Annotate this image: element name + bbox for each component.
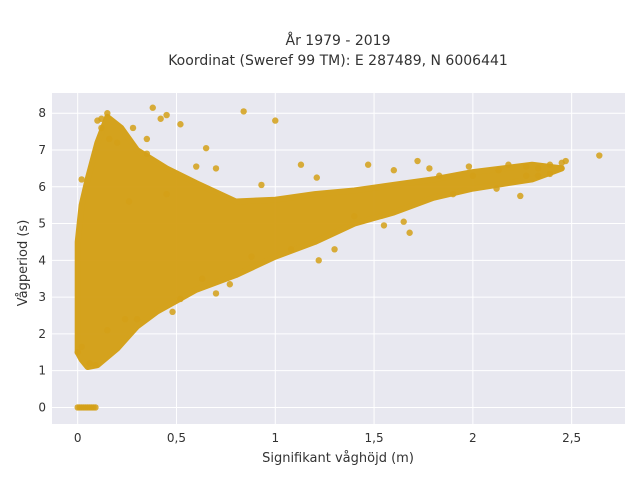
data-point [177,121,184,128]
data-point [104,110,111,117]
data-point [297,161,305,168]
data-point [121,315,129,323]
data-point [517,192,524,200]
data-point [436,172,443,179]
data-point [449,190,457,198]
y-tick-label: 0 [38,400,46,414]
data-point [133,315,141,323]
data-point [523,172,530,179]
data-cloud-area [74,113,565,370]
data-cloud [74,113,565,370]
data-point [596,152,603,159]
data-point [562,157,569,165]
data-point [226,281,234,288]
data-point [390,167,398,174]
data-point [414,157,421,165]
y-tick-label: 8 [38,106,46,120]
data-point [143,150,151,157]
grid-lines [52,93,625,424]
data-point [92,361,99,369]
data-point [546,170,554,178]
x-tick-label: 2,5 [562,431,581,445]
data-point [240,108,247,115]
data-point [104,327,111,334]
data-point [86,360,93,367]
data-point [157,115,164,122]
data-points [74,104,603,411]
data-point [76,404,83,411]
y-tick-label: 5 [38,217,46,231]
data-point [163,190,170,198]
data-point [287,246,295,253]
x-tick-label: 2 [469,431,477,445]
x-tick-label: 1,5 [365,431,384,445]
data-point [248,253,255,260]
data-point [272,117,279,124]
data-point [426,165,433,172]
data-point [523,163,530,170]
data-point [202,144,210,152]
data-point [177,295,184,303]
data-point [364,161,372,168]
data-point [495,167,502,174]
data-point [74,349,81,356]
data-point [380,222,388,229]
data-point [94,117,101,124]
y-tick-label: 1 [38,364,46,378]
data-point [125,198,133,205]
data-point [193,163,200,170]
data-point [505,161,512,168]
chart-title-line-2: Koordinat (Sweref 99 TM): E 287489, N 60… [168,53,508,69]
chart-title-line-1: År 1979 - 2019 [286,32,391,49]
data-point [149,104,156,111]
data-point [78,343,85,350]
y-tick-label: 7 [38,143,46,157]
y-axis-ticks: 0 1 2 3 4 5 6 7 8 [38,106,46,414]
data-point [534,172,542,179]
data-point [98,124,105,132]
y-tick-label: 3 [38,290,46,304]
data-point [351,213,358,220]
data-point [198,275,206,282]
data-point [163,111,170,119]
x-axis-ticks: 0 0,5 1 1,5 2 2,5 [74,431,581,445]
data-point [313,174,320,181]
y-tick-label: 6 [38,180,46,194]
data-point [106,135,113,143]
data-point [78,176,85,183]
data-point [92,404,99,411]
data-point [400,218,407,225]
x-tick-label: 0 [74,431,82,445]
data-point [258,181,265,189]
data-point [493,185,500,192]
data-point [129,124,137,132]
data-point [212,290,220,297]
y-tick-label: 4 [38,253,46,267]
data-point [465,163,473,170]
data-point [534,165,542,172]
data-point [315,257,322,264]
y-axis-title: Vågperiod (s) [16,220,31,307]
data-point [169,308,176,316]
data-point [114,139,121,146]
data-point [546,161,554,168]
y-tick-label: 2 [38,327,46,341]
x-tick-label: 1 [271,431,279,445]
data-point [212,165,220,172]
data-point [406,229,413,236]
x-tick-label: 0,5 [167,431,186,445]
data-point [331,246,338,253]
data-point [469,172,477,179]
x-axis-title: Signifikant våghöjd (m) [262,451,414,466]
data-point [143,135,151,143]
